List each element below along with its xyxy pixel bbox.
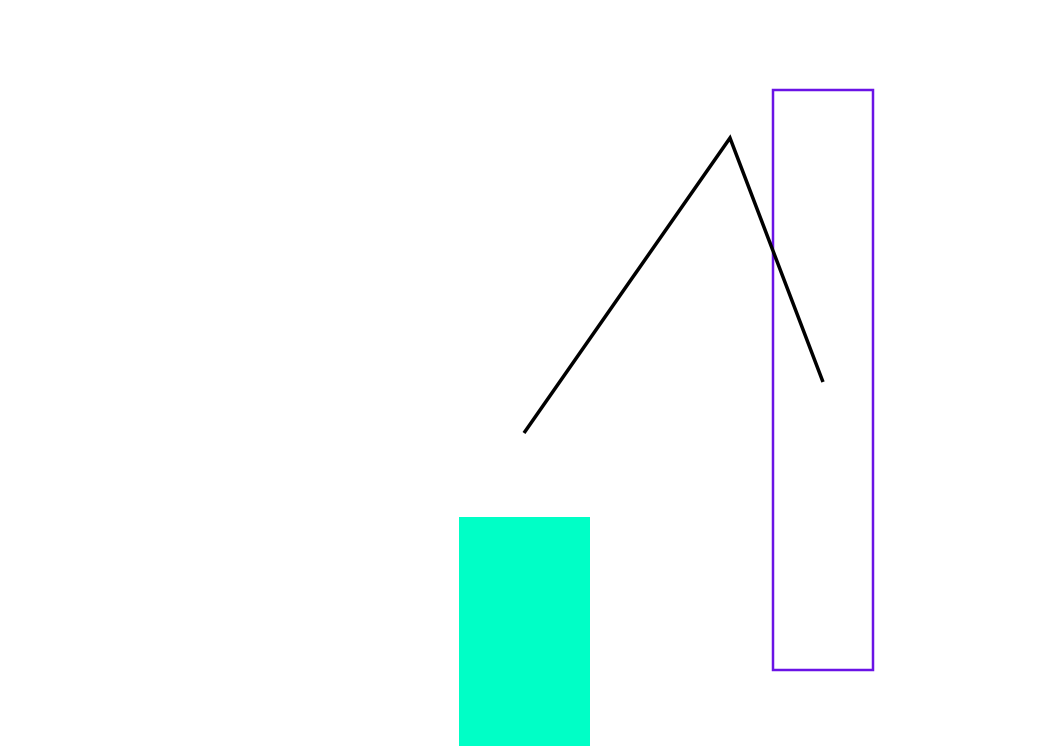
teal-rectangle bbox=[459, 517, 590, 746]
black-polyline bbox=[522, 134, 825, 435]
purple-rectangle-outline bbox=[771, 88, 875, 672]
